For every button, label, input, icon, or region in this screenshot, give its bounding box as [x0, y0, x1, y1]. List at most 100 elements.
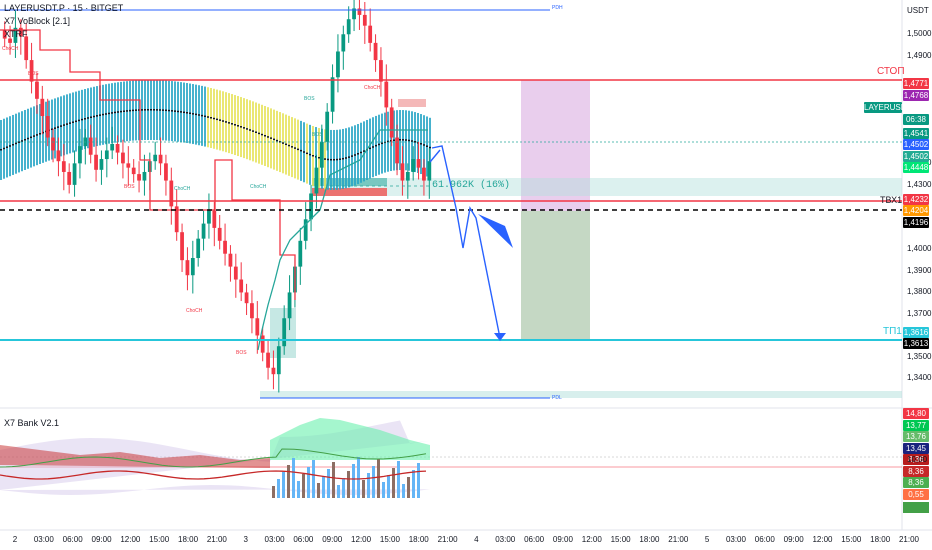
ribbon-center: [363, 150, 365, 152]
ribbon-center: [390, 140, 392, 142]
ribbon-center: [93, 115, 95, 118]
position-risk-zone[interactable]: [521, 80, 590, 211]
ribbon-center: [291, 146, 293, 148]
candle-body: [341, 34, 346, 52]
ribbon-center: [372, 146, 374, 148]
tp-label: ТП1: [883, 326, 902, 337]
sub-volume-bar: [317, 483, 320, 498]
candle-body: [228, 253, 233, 267]
price-tick-label: 1,4000: [907, 244, 932, 254]
ribbon-center: [84, 118, 86, 120]
ribbon-center: [135, 109, 137, 111]
time-tick-label: 15:00: [149, 535, 170, 544]
time-tick-label: 12:00: [812, 535, 833, 544]
time-tick-label: 21:00: [898, 535, 920, 544]
ribbon-center: [273, 138, 275, 141]
sub-volume-bar: [352, 464, 355, 498]
sub-badge-extra: [903, 502, 929, 513]
projection-path[interactable]: [431, 145, 501, 339]
candle-body: [346, 19, 351, 35]
candle-body: [384, 81, 389, 108]
ribbon-center: [357, 153, 359, 155]
ribbon-center: [258, 132, 260, 135]
sub-fast-line: [0, 448, 427, 468]
price-tick-label: 1,3700: [907, 308, 932, 318]
order-block-zone: [312, 178, 902, 196]
indicator-title-2[interactable]: XTRF: [4, 29, 28, 39]
sub-red-cloud: [0, 445, 270, 468]
ribbon-center: [18, 141, 20, 143]
ribbon-center: [336, 158, 338, 161]
ribbon-center: [24, 138, 26, 141]
candle-body: [153, 154, 158, 162]
sub-volume-bar: [362, 480, 365, 498]
supply-zone: [398, 99, 426, 107]
sub-volume-bar: [382, 482, 385, 498]
indicator-title-1[interactable]: X7 VoBlock [2.1]: [4, 16, 71, 26]
candle-body: [56, 150, 61, 162]
ribbon-center: [324, 158, 326, 160]
ribbon-center: [351, 155, 353, 157]
ribbon-center: [168, 109, 170, 112]
candle-body: [185, 260, 190, 276]
ribbon-center: [393, 139, 395, 142]
sub-volume-bar: [342, 478, 345, 498]
ribbon-center: [0, 149, 2, 151]
sub-volume-bar: [367, 473, 370, 498]
candle-body: [196, 238, 201, 259]
ribbon-center: [78, 119, 80, 122]
sub-volume-bar: [402, 484, 405, 498]
trailing-stop-bear: [0, 29, 296, 300]
ribbon-center: [285, 143, 287, 146]
projection-arrow[interactable]: [478, 214, 513, 248]
ribbon-center: [189, 112, 191, 115]
candle-body: [2, 29, 7, 39]
symbol-badge: LAYERUSDT.P: [864, 102, 919, 113]
countdown-badge: 06:38: [903, 114, 929, 125]
time-tick-label: 09:00: [322, 535, 343, 544]
ribbon-center: [354, 154, 356, 156]
time-tick-label: 03:00: [33, 535, 54, 544]
ribbon-center: [132, 109, 134, 112]
ribbon-center: [405, 139, 407, 141]
ribbon-center: [165, 109, 167, 112]
time-tick-label: 03:00: [264, 535, 285, 544]
time-tick-label: 5: [704, 535, 710, 544]
sub-badge: 13,76: [903, 431, 929, 442]
ribbon-center: [342, 157, 344, 160]
sub-volume-bar: [292, 458, 295, 498]
candles-group: [2, 0, 432, 393]
ribbon-center: [423, 144, 425, 146]
ribbon-center: [387, 140, 389, 143]
ribbon-center: [39, 133, 41, 135]
ribbon-center: [129, 109, 131, 112]
ribbon-center: [12, 143, 14, 146]
sub-volume-bar: [407, 477, 410, 498]
ribbon-center: [9, 145, 11, 147]
ribbon-center: [162, 109, 164, 111]
ribbon-center: [15, 142, 17, 145]
ribbon-center: [126, 110, 128, 112]
sub-panel-title[interactable]: X7 Bank V2.1: [4, 418, 60, 428]
pdh-label: PDH: [552, 5, 563, 11]
time-tick-label: 18:00: [178, 535, 199, 544]
ribbon-center: [171, 110, 173, 112]
ribbon-center: [195, 113, 197, 116]
sub-volume-bar: [372, 466, 375, 498]
ribbon-center: [123, 110, 125, 112]
position-reward-zone[interactable]: [521, 211, 590, 340]
candle-body: [303, 219, 308, 241]
candle-body: [287, 292, 292, 319]
candle-body: [137, 174, 141, 181]
ribbon-center: [309, 153, 311, 156]
ribbon-center: [306, 152, 308, 155]
candle-body: [180, 232, 184, 261]
price-badge: 1,4502: [903, 150, 929, 162]
candle-body: [362, 14, 367, 26]
ribbon-center: [105, 113, 107, 115]
ribbon-center: [99, 114, 101, 116]
candle-body: [422, 167, 426, 181]
ribbon-center: [375, 144, 377, 147]
ribbon-center: [66, 123, 68, 125]
